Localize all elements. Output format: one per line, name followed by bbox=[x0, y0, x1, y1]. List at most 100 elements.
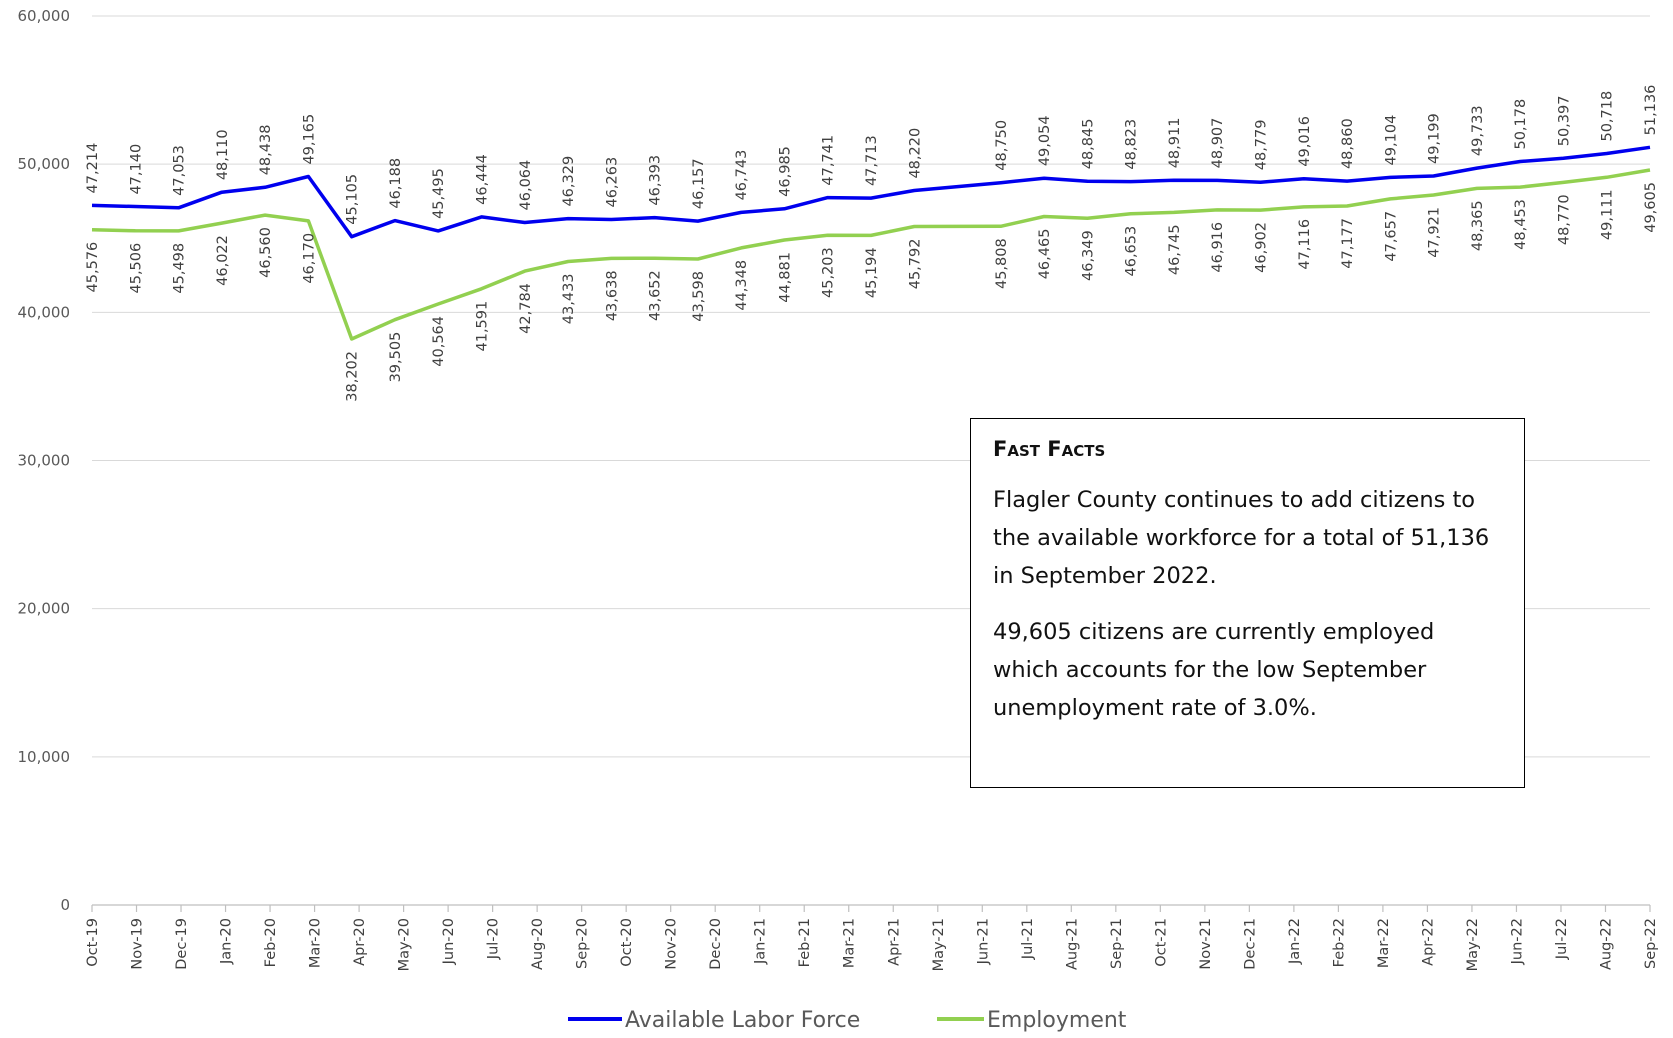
data-label-labor-force: 47,741 bbox=[821, 135, 837, 186]
x-tick-label: Jun-21 bbox=[975, 918, 991, 965]
data-label-labor-force: 49,054 bbox=[1037, 115, 1053, 166]
data-label-labor-force: 50,178 bbox=[1513, 99, 1529, 150]
data-label-employment: 38,202 bbox=[345, 351, 361, 402]
x-tick-label: Aug-22 bbox=[1598, 918, 1614, 970]
x-tick-label: Oct-20 bbox=[619, 918, 635, 967]
x-tick-label: Nov-20 bbox=[664, 918, 680, 970]
data-label-labor-force: 48,823 bbox=[1124, 119, 1140, 170]
data-label-employment: 48,770 bbox=[1556, 194, 1572, 245]
data-label-employment: 41,591 bbox=[475, 301, 491, 352]
data-label-labor-force: 46,157 bbox=[691, 158, 707, 209]
data-label-employment: 45,506 bbox=[128, 243, 144, 294]
x-tick-label: Apr-22 bbox=[1420, 918, 1436, 966]
x-tick-label: Mar-20 bbox=[308, 918, 324, 968]
data-label-employment: 45,792 bbox=[907, 239, 923, 290]
x-tick-label: Jan-22 bbox=[1287, 918, 1303, 965]
data-label-labor-force: 45,495 bbox=[431, 168, 447, 219]
fast-facts-box: Fast Facts Flagler County continues to a… bbox=[970, 418, 1525, 788]
x-tick-label: May-20 bbox=[397, 918, 413, 971]
x-tick-label: Oct-19 bbox=[85, 918, 101, 967]
data-label-employment: 46,560 bbox=[258, 227, 274, 278]
data-label-labor-force: 49,104 bbox=[1383, 115, 1399, 166]
data-label-employment: 45,576 bbox=[85, 242, 101, 293]
x-tick-label: Oct-21 bbox=[1153, 918, 1169, 967]
data-label-employment: 46,465 bbox=[1037, 229, 1053, 280]
fast-facts-paragraph-2: 49,605 citizens are currently employed w… bbox=[993, 619, 1435, 721]
data-label-employment: 46,653 bbox=[1124, 226, 1140, 277]
x-tick-label: Apr-20 bbox=[352, 918, 368, 966]
data-label-labor-force: 46,188 bbox=[388, 158, 404, 209]
data-label-labor-force: 48,911 bbox=[1167, 118, 1183, 169]
data-label-labor-force: 47,053 bbox=[172, 145, 188, 196]
data-label-employment: 45,498 bbox=[172, 243, 188, 294]
data-label-employment: 47,657 bbox=[1383, 211, 1399, 262]
x-tick-label: Nov-21 bbox=[1198, 918, 1214, 970]
data-label-employment: 46,916 bbox=[1210, 222, 1226, 273]
x-tick-label: Sep-20 bbox=[575, 918, 591, 969]
data-label-labor-force: 48,750 bbox=[994, 120, 1010, 171]
fast-facts-title: Fast Facts bbox=[993, 437, 1106, 461]
x-tick-label: Feb-22 bbox=[1331, 918, 1347, 967]
data-label-labor-force: 48,438 bbox=[258, 125, 274, 176]
data-label-labor-force: 46,393 bbox=[648, 155, 664, 206]
data-label-labor-force: 47,140 bbox=[128, 144, 144, 195]
data-label-employment: 43,652 bbox=[648, 270, 664, 321]
x-tick-label: Mar-22 bbox=[1376, 918, 1392, 968]
x-tick-label: May-21 bbox=[931, 918, 947, 971]
labor-force-line bbox=[91, 145, 1651, 239]
x-tick-label: Jan-20 bbox=[219, 918, 235, 965]
data-label-labor-force: 46,329 bbox=[561, 156, 577, 207]
data-label-employment: 44,348 bbox=[734, 260, 750, 311]
y-tick-label: 50,000 bbox=[18, 155, 71, 173]
data-labels: 47,214 47,140 47,053 48,110 48,438 49,165 45,1… bbox=[85, 85, 1659, 402]
data-label-employment: 45,194 bbox=[864, 247, 880, 298]
data-label-labor-force: 48,860 bbox=[1340, 118, 1356, 169]
data-label-labor-force: 46,444 bbox=[475, 154, 491, 205]
data-label-employment: 48,453 bbox=[1513, 199, 1529, 250]
x-tick-label: Feb-20 bbox=[263, 918, 279, 967]
data-label-labor-force: 47,713 bbox=[864, 135, 880, 186]
data-label-employment: 46,902 bbox=[1254, 222, 1270, 273]
data-label-labor-force: 46,263 bbox=[604, 157, 620, 208]
data-label-labor-force: 48,110 bbox=[215, 129, 231, 180]
data-label-labor-force: 49,733 bbox=[1470, 105, 1486, 156]
x-tick-label: Jul-20 bbox=[486, 918, 502, 960]
data-label-labor-force: 46,985 bbox=[777, 146, 793, 197]
data-label-employment: 40,564 bbox=[431, 316, 447, 367]
data-label-labor-force: 49,016 bbox=[1297, 116, 1313, 167]
data-label-employment: 45,203 bbox=[821, 247, 837, 298]
y-tick-label: 0 bbox=[60, 896, 70, 914]
data-label-employment: 46,022 bbox=[215, 235, 231, 286]
data-label-labor-force: 48,845 bbox=[1080, 119, 1096, 170]
data-label-labor-force: 49,199 bbox=[1427, 113, 1443, 164]
legend-label-employment: Employment bbox=[987, 1008, 1127, 1033]
x-tick-label: Aug-20 bbox=[530, 918, 546, 970]
y-axis-ticks: 0 10,000 20,000 30,000 40,000 50,000 60,000 bbox=[18, 7, 71, 914]
data-label-employment: 46,349 bbox=[1080, 230, 1096, 281]
data-label-labor-force: 45,105 bbox=[345, 174, 361, 225]
x-tick-label: May-22 bbox=[1465, 918, 1481, 971]
x-tick-label: Sep-22 bbox=[1643, 918, 1659, 969]
data-label-employment: 43,598 bbox=[691, 271, 707, 322]
data-label-labor-force: 49,165 bbox=[301, 114, 317, 165]
x-tick-label: Jan-21 bbox=[753, 918, 769, 965]
y-tick-label: 30,000 bbox=[18, 452, 71, 470]
data-label-labor-force: 48,907 bbox=[1210, 118, 1226, 169]
data-label-employment: 46,745 bbox=[1167, 224, 1183, 275]
data-label-labor-force: 47,214 bbox=[85, 143, 101, 194]
data-label-employment: 45,808 bbox=[994, 238, 1010, 289]
x-tick-label: Sep-21 bbox=[1109, 918, 1125, 969]
x-tick-label: Dec-19 bbox=[174, 918, 190, 970]
data-label-employment: 49,605 bbox=[1643, 182, 1659, 233]
data-label-employment: 46,170 bbox=[301, 233, 317, 284]
legend: Available Labor Force Employment bbox=[568, 1008, 1127, 1033]
data-label-employment: 44,881 bbox=[777, 252, 793, 303]
x-tick-label: Mar-21 bbox=[842, 918, 858, 968]
data-label-employment: 43,638 bbox=[604, 270, 620, 321]
data-label-labor-force: 51,136 bbox=[1643, 85, 1659, 136]
data-label-labor-force: 50,397 bbox=[1556, 96, 1572, 147]
data-label-employment: 47,116 bbox=[1297, 219, 1313, 270]
y-tick-label: 40,000 bbox=[18, 303, 71, 321]
data-label-labor-force: 48,779 bbox=[1254, 120, 1270, 171]
